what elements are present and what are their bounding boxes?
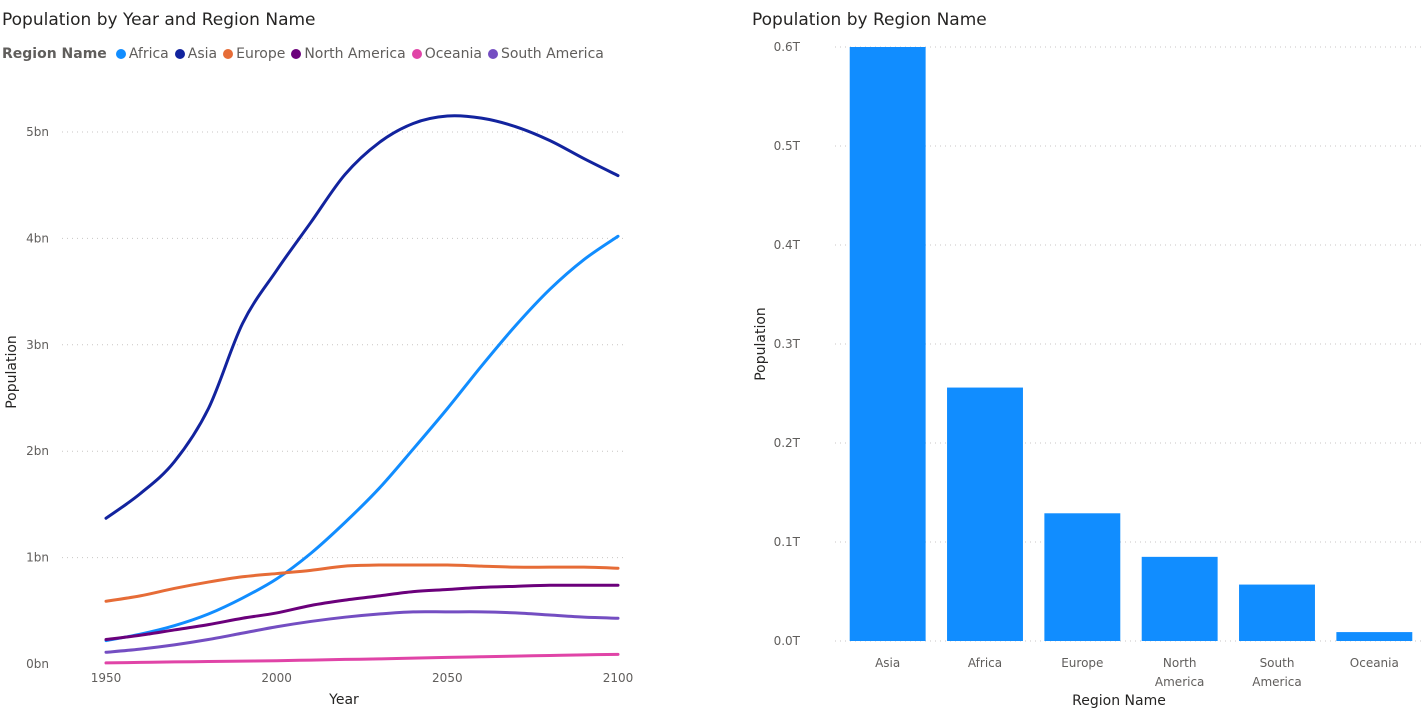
bar-north-america[interactable] bbox=[1141, 556, 1218, 641]
legend-item-europe[interactable]: Europe bbox=[223, 46, 285, 62]
line-chart-legend: Region Name Africa Asia Europe North Ame… bbox=[2, 44, 610, 64]
legend-item-oceania[interactable]: Oceania bbox=[411, 46, 482, 62]
y-tick-label: 0.2T bbox=[774, 436, 801, 450]
bar-chart-plot[interactable]: 0.0T 0.1T 0.2T 0.3T 0.4T 0.5T 0.6T Asia Africa Eu… bbox=[745, 0, 1423, 711]
line-chart-panel: Population by Year and Region Name Regio… bbox=[0, 0, 640, 711]
series-line-north-america[interactable] bbox=[104, 583, 620, 642]
legend-label-europe: Europe bbox=[236, 46, 286, 62]
x-tick-label-north-america: North bbox=[1163, 656, 1197, 670]
legend-item-asia[interactable]: Asia bbox=[174, 46, 218, 62]
y-tick-label: 0.0T bbox=[774, 634, 801, 648]
y-axis-title: Population bbox=[753, 307, 769, 381]
y-tick-label: 0bn bbox=[26, 657, 49, 671]
legend-dot-africa bbox=[115, 49, 126, 59]
bar-oceania[interactable] bbox=[1336, 632, 1413, 641]
line-chart-title: Population by Year and Region Name bbox=[2, 10, 316, 30]
bar-south-america[interactable] bbox=[1239, 584, 1315, 641]
y-tick-label: 5bn bbox=[26, 125, 49, 139]
legend-dot-europe bbox=[223, 49, 234, 59]
x-axis-title: Region Name bbox=[1072, 693, 1166, 709]
series-line-south-america[interactable] bbox=[104, 610, 620, 654]
bar-chart-panel: Population by Region Name 0.0T 0.1T 0.2T 0.… bbox=[745, 0, 1423, 711]
legend-label-north-america: North America bbox=[304, 46, 406, 62]
y-tick-label: 0.1T bbox=[774, 535, 801, 549]
legend-dot-south-america bbox=[487, 49, 498, 59]
series-line-asia[interactable] bbox=[104, 114, 620, 520]
y-tick-label: 0.4T bbox=[774, 238, 801, 252]
y-tick-label: 0.5T bbox=[774, 139, 801, 153]
x-tick-label-oceania: Oceania bbox=[1350, 656, 1399, 670]
x-tick-label: 2050 bbox=[432, 671, 463, 685]
bar-chart-title: Population by Region Name bbox=[752, 10, 987, 30]
bar-africa[interactable] bbox=[947, 387, 1023, 641]
y-axis-title: Population bbox=[4, 335, 20, 409]
y-tick-label: 0.6T bbox=[774, 40, 801, 54]
legend-label-asia: Asia bbox=[187, 46, 218, 62]
x-tick-label-south-america: South bbox=[1260, 656, 1295, 670]
bar-europe[interactable] bbox=[1044, 513, 1121, 641]
x-tick-label: 1950 bbox=[91, 671, 122, 685]
x-tick-label: 2000 bbox=[261, 671, 292, 685]
y-tick-label: 0.3T bbox=[774, 337, 801, 351]
x-tick-label: 2100 bbox=[603, 671, 634, 685]
x-tick-label-south-america: America bbox=[1252, 675, 1302, 689]
legend-label-oceania: Oceania bbox=[424, 46, 482, 62]
series-line-africa[interactable] bbox=[104, 234, 620, 643]
legend-label-south-america: South America bbox=[500, 46, 604, 62]
x-tick-label-north-america: America bbox=[1155, 675, 1205, 689]
legend-item-africa[interactable]: Africa bbox=[115, 46, 169, 62]
series-line-europe[interactable] bbox=[104, 563, 620, 603]
legend-title: Region Name bbox=[2, 46, 107, 62]
legend-item-south-america[interactable]: South America bbox=[487, 46, 604, 62]
legend-label-africa: Africa bbox=[128, 46, 169, 62]
legend-dot-north-america bbox=[291, 49, 302, 59]
series-line-oceania[interactable] bbox=[104, 652, 620, 665]
y-tick-label: 1bn bbox=[26, 551, 49, 565]
x-tick-label-asia: Asia bbox=[875, 656, 900, 670]
x-tick-label-europe: Europe bbox=[1061, 656, 1103, 670]
y-tick-label: 3bn bbox=[26, 338, 49, 352]
y-tick-label: 4bn bbox=[26, 231, 49, 245]
legend-dot-oceania bbox=[411, 49, 422, 59]
bar-asia[interactable] bbox=[849, 47, 926, 641]
x-axis-title: Year bbox=[328, 692, 359, 708]
x-tick-label-africa: Africa bbox=[968, 656, 1002, 670]
legend-dot-asia bbox=[174, 49, 185, 59]
y-tick-label: 2bn bbox=[26, 444, 49, 458]
legend-item-north-america[interactable]: North America bbox=[291, 46, 406, 62]
